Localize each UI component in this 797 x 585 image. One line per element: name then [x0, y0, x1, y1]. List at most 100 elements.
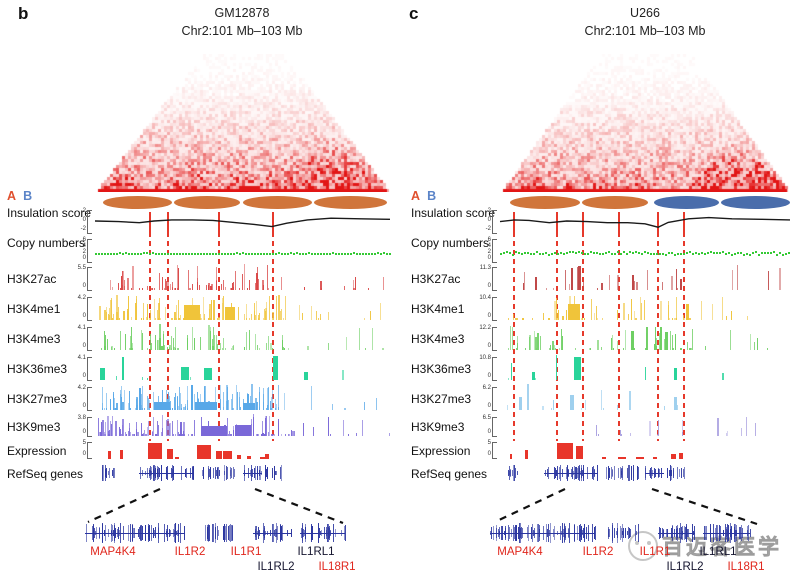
signal-bar: [344, 408, 347, 410]
signal-bar: [600, 283, 603, 290]
gene-model-glyph: [138, 526, 140, 540]
signal-block: [183, 305, 200, 320]
signal-bar: [261, 420, 263, 436]
refseq-gene-glyph: [149, 466, 151, 480]
copy-number-dot: [515, 251, 517, 254]
signal-bar: [271, 434, 274, 436]
copy-number-dot: [209, 252, 211, 255]
gene-model-glyph: [673, 528, 675, 538]
signal-bar: [153, 288, 155, 290]
signal-bar: [270, 343, 273, 350]
signal-bar: [178, 268, 180, 290]
axis-tick-value: 0: [487, 429, 491, 435]
signal-bar: [656, 434, 658, 436]
gene-model-glyph: [538, 528, 540, 538]
gene-model-glyph: [733, 523, 735, 543]
signal-bar: [127, 430, 129, 436]
copy-number-dot: [212, 253, 214, 256]
gene-label-il1r1: IL1R1: [639, 546, 671, 558]
refseq-gene-glyph: [582, 469, 584, 477]
signal-bar: [215, 267, 217, 290]
signal-bar: [689, 318, 692, 320]
axis-tick-value: 4.2: [77, 385, 86, 391]
copy-number-dot: [728, 251, 730, 254]
axis-tick-value: 0: [82, 217, 86, 223]
signal-bar: [320, 288, 322, 290]
refseq-gene-glyph: [650, 469, 652, 477]
signal-bar: [128, 427, 130, 436]
refseq-gene-glyph: [620, 467, 622, 479]
tad-boundary-tick: [166, 212, 169, 232]
refseq-gene-glyph: [548, 466, 550, 480]
refseq-gene-glyph: [517, 470, 519, 476]
signal-bar: [768, 271, 770, 290]
signal-bar: [254, 310, 256, 320]
signal-bar: [194, 394, 196, 410]
refseq-gene-glyph: [582, 470, 584, 476]
gene-model-glyph: [662, 528, 664, 538]
signal-bar: [116, 318, 118, 320]
signal-bar: [745, 416, 747, 436]
gene-label-il1rl1: IL1RL1: [297, 546, 335, 558]
signal-bar: [215, 387, 217, 410]
signal-bar: [158, 424, 160, 436]
signal-bar: [155, 434, 157, 436]
gene-model-glyph: [521, 526, 523, 539]
gene-model-glyph: [663, 530, 665, 536]
signal-bar: [671, 275, 674, 290]
signal-bar: [176, 265, 178, 290]
axis-tick-value: 0: [487, 255, 491, 261]
signal-bar: [753, 341, 755, 350]
signal-bar: [170, 401, 172, 410]
copy-number-dot: [632, 251, 634, 254]
signal-bar: [513, 314, 515, 320]
signal-bar: [327, 417, 329, 436]
signal-bar: [141, 376, 143, 380]
gene-model-glyph: [621, 524, 623, 542]
signal-bar: [147, 303, 149, 320]
gene-model-glyph: [145, 525, 147, 541]
signal-bar: [167, 277, 170, 290]
gene-model-glyph: [321, 529, 323, 537]
signal-bar: [210, 301, 212, 320]
signal-bar: [173, 346, 176, 350]
gene-model-glyph: [617, 527, 619, 539]
refseq-gene-glyph: [671, 465, 673, 481]
signal-bar: [264, 415, 266, 436]
refseq-gene-glyph: [593, 468, 595, 478]
signal-bar: [174, 396, 176, 410]
signal-block: [273, 355, 279, 380]
signal-bar: [554, 348, 556, 350]
signal-bar: [148, 397, 150, 410]
signal-bar: [121, 275, 123, 290]
gene-model-glyph: [329, 530, 331, 536]
copy-number-dot: [293, 252, 295, 255]
refseq-gene-glyph: [166, 465, 168, 481]
signal-bar: [173, 311, 176, 320]
gene-model-glyph: [559, 526, 561, 540]
gene-model-glyph: [304, 530, 306, 536]
expression-block: [166, 448, 173, 459]
signal-block: [573, 357, 581, 380]
gene-model-glyph: [683, 525, 685, 541]
signal-bar: [531, 318, 533, 320]
signal-block: [665, 332, 669, 350]
signal-bar: [189, 288, 192, 290]
copy-number-dot: [614, 252, 616, 255]
signal-bar: [184, 434, 186, 436]
signal-bar: [119, 394, 121, 410]
signal-bar: [262, 284, 264, 290]
gene-model-glyph: [163, 523, 165, 543]
signal-bar: [173, 434, 175, 436]
copy-number-dot: [677, 253, 679, 256]
copy-number-dot: [533, 253, 535, 256]
signal-bar: [256, 402, 258, 410]
signal-bar: [310, 305, 312, 320]
signal-bar: [151, 430, 153, 436]
refseq-gene-glyph: [586, 467, 588, 479]
axis-bracket: [87, 210, 92, 234]
signal-bar: [555, 348, 557, 350]
copy-number-dot: [371, 252, 373, 255]
gene-model-glyph: [257, 526, 259, 540]
signal-bar: [565, 269, 567, 290]
